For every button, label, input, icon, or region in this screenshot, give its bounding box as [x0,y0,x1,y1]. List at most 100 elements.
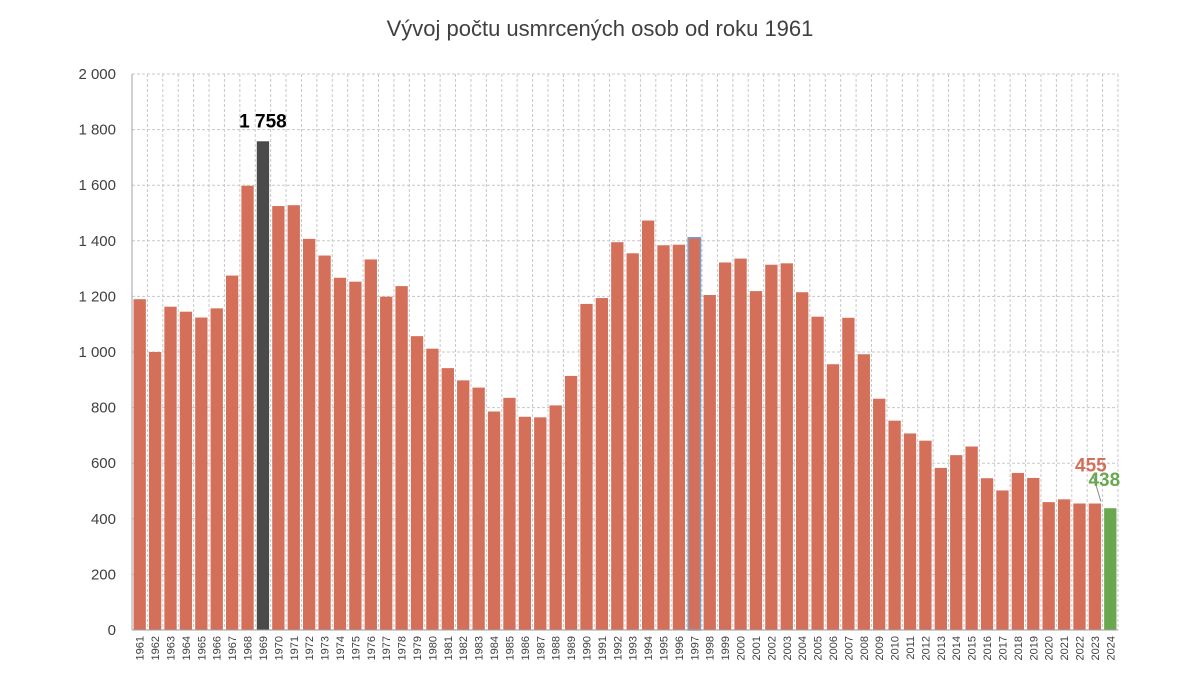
bar-1962 [148,352,162,630]
bar-2021 [1057,499,1071,630]
x-tick-label-1966: 1966 [212,636,224,660]
x-tick-label-1962: 1962 [150,636,162,660]
x-tick-label-2003: 2003 [782,636,794,660]
x-tick-label-2005: 2005 [813,636,825,660]
annotation-1969: 1 758 [239,111,287,132]
x-tick-label-1987: 1987 [535,636,547,660]
x-tick-label-1992: 1992 [612,636,624,660]
annotation-2023: 455 [1075,456,1107,477]
bar-2012 [919,440,932,630]
bar-2019 [1027,477,1040,630]
x-tick-label-1974: 1974 [335,636,347,660]
bar-2000 [734,258,747,630]
y-tick-label: 2 000 [78,66,116,83]
x-tick-label-2004: 2004 [797,636,809,660]
y-tick-label: 1 000 [78,344,116,361]
bar-2010 [888,420,901,630]
x-tick-label-1978: 1978 [397,636,409,660]
x-tick-label-2024: 2024 [1105,636,1117,660]
y-tick-label: 400 [91,511,116,528]
x-tick-label-1979: 1979 [412,636,424,660]
x-tick-label-1965: 1965 [196,636,208,660]
bar-2018 [1011,472,1025,630]
bar-1974 [333,277,347,630]
bar-1985 [503,397,516,630]
grid-lines [131,73,1119,630]
bar-1999 [718,262,732,630]
bar-1986 [518,416,532,630]
x-tick-label-2020: 2020 [1044,636,1056,660]
bar-2016 [980,478,994,630]
bar-2015 [965,446,978,630]
bar-1997 [687,236,702,631]
y-tick-label: 1 800 [78,122,116,139]
y-tick-label: 0 [108,622,116,639]
x-tick-label-1967: 1967 [227,636,239,660]
x-tick-label-2008: 2008 [859,636,871,660]
x-tick-label-1968: 1968 [243,636,255,660]
bar-2001 [749,291,763,630]
bar-1966 [210,308,223,630]
x-tick-label-2022: 2022 [1074,636,1086,660]
bar-1981 [441,368,454,630]
bar-1969 [256,141,270,630]
bar-1998 [703,295,716,630]
x-tick-label-1977: 1977 [381,636,393,660]
x-tick-label-2010: 2010 [890,636,902,660]
y-tick-label: 200 [91,566,116,583]
bar-1991 [595,298,609,630]
bar-2024 [1104,508,1117,630]
bar-1992 [611,242,624,630]
annotation-leader-2023 [1092,474,1102,502]
x-tick-label-1994: 1994 [643,636,655,660]
bar-2022 [1073,503,1086,630]
x-tick-label-2000: 2000 [736,636,748,660]
x-tick-label-1993: 1993 [628,636,640,660]
bar-1972 [303,238,316,630]
bar-1968 [241,185,254,631]
x-tick-label-2013: 2013 [936,636,948,660]
x-tick-label-1981: 1981 [443,636,455,660]
x-tick-label-2002: 2002 [766,636,778,660]
x-tick-label-2006: 2006 [828,636,840,660]
bar-1995 [657,245,670,631]
x-tick-label-1990: 1990 [581,636,593,660]
x-tick-label-1961: 1961 [135,636,147,660]
bar-2020 [1042,502,1055,630]
x-tick-label-2014: 2014 [951,636,963,660]
bar-1996 [672,244,686,630]
annotation-2024: 438 [1088,470,1120,491]
bar-1990 [580,303,593,630]
bar-1970 [272,206,285,631]
bar-2007 [842,317,855,630]
bar-2009 [873,398,886,630]
bar-1987 [534,417,547,630]
x-tick-label-1984: 1984 [489,636,501,660]
x-tick-label-1982: 1982 [458,636,470,660]
x-tick-label-1963: 1963 [166,636,178,660]
y-tick-label: 1 600 [78,177,116,194]
bar-1967 [225,275,239,630]
x-tick-label-1971: 1971 [289,636,301,660]
bar-2003 [780,263,793,630]
x-axis-ticks: 1961 1962 1963 1964 1965 1966 1967 1968 1969 1970… [135,636,1118,660]
axes [131,74,1118,631]
x-tick-label-1972: 1972 [304,636,316,660]
x-tick-label-2009: 2009 [874,636,886,660]
y-tick-label: 800 [91,400,116,417]
x-tick-label-1985: 1985 [504,636,516,660]
y-tick-label: 1 400 [78,233,116,250]
bar-1982 [457,380,470,630]
y-axis-ticks: 0 200 400 600 800 1 000 1 200 1 400 1 600 1 800 2 … [78,66,116,639]
x-tick-label-1997: 1997 [689,636,701,660]
bars [133,141,1117,631]
bar-2011 [903,433,917,630]
bar-1973 [318,255,331,630]
chart-title: Vývoj počtu usmrcených osob od roku 1961 [386,16,814,41]
x-tick-label-2017: 2017 [997,636,1009,660]
bar-1983 [472,387,485,630]
x-tick-label-1991: 1991 [597,636,609,660]
bar-1988 [549,405,562,630]
bar-2014 [950,455,963,630]
